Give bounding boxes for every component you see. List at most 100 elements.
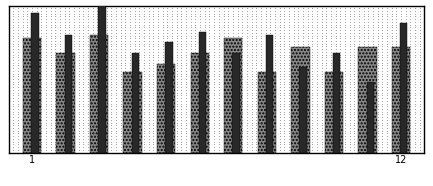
Point <box>374 86 381 89</box>
Point <box>285 105 292 108</box>
Point <box>187 124 194 127</box>
Point <box>337 7 344 10</box>
Point <box>360 45 367 48</box>
Point <box>178 94 185 97</box>
Point <box>262 129 269 132</box>
Point <box>379 132 386 135</box>
Point <box>309 64 316 67</box>
Point <box>136 37 143 40</box>
Point <box>342 56 349 59</box>
Point <box>38 110 45 113</box>
Point <box>253 121 260 124</box>
Point <box>24 97 31 100</box>
Point <box>369 45 376 48</box>
Point <box>33 15 40 18</box>
Point <box>61 42 68 45</box>
Point <box>257 91 264 94</box>
Point <box>313 67 320 70</box>
Point <box>126 97 133 100</box>
Point <box>33 86 40 89</box>
Point <box>183 94 190 97</box>
Point <box>351 39 358 42</box>
Point <box>173 12 180 15</box>
Point <box>19 146 26 149</box>
Point <box>285 37 292 40</box>
Point <box>131 140 138 143</box>
Point <box>323 37 330 40</box>
Point <box>169 89 176 92</box>
Point <box>99 148 106 151</box>
Point <box>19 12 26 15</box>
Point <box>281 75 288 78</box>
Point <box>332 129 339 132</box>
Point <box>117 4 124 7</box>
Point <box>61 48 68 51</box>
Point <box>80 94 87 97</box>
Point <box>290 64 297 67</box>
Point <box>122 102 129 105</box>
Point <box>388 9 395 12</box>
Point <box>126 99 133 102</box>
Point <box>393 61 400 64</box>
Point <box>136 124 143 127</box>
Point <box>29 137 36 140</box>
Point <box>215 45 222 48</box>
Point <box>243 80 250 83</box>
Point <box>243 69 250 72</box>
Point <box>24 59 31 62</box>
Point <box>57 102 64 105</box>
Point <box>327 126 334 129</box>
Point <box>225 124 232 127</box>
Point <box>313 29 320 32</box>
Point <box>304 143 311 146</box>
Point <box>84 110 91 113</box>
Point <box>145 59 152 62</box>
Point <box>84 143 91 146</box>
Point <box>374 64 381 67</box>
Point <box>253 86 260 89</box>
Point <box>355 99 362 102</box>
Point <box>94 18 101 21</box>
Point <box>397 18 404 21</box>
Point <box>122 91 129 94</box>
Point <box>342 48 349 51</box>
Point <box>369 97 376 100</box>
Point <box>374 4 381 7</box>
Point <box>80 15 87 18</box>
Point <box>248 94 255 97</box>
Point <box>136 45 143 48</box>
Point <box>290 91 297 94</box>
Point <box>5 91 12 94</box>
Point <box>108 146 115 149</box>
Point <box>276 34 283 37</box>
Point <box>379 86 386 89</box>
Point <box>103 89 110 92</box>
Point <box>89 99 96 102</box>
Point <box>421 20 428 23</box>
Point <box>295 29 302 32</box>
Point <box>89 75 96 78</box>
Point <box>300 135 307 138</box>
Point <box>360 20 367 23</box>
Point <box>47 34 54 37</box>
Point <box>113 121 120 124</box>
Point <box>155 56 162 59</box>
Point <box>38 64 45 67</box>
Point <box>374 67 381 70</box>
Point <box>234 94 241 97</box>
Point <box>225 121 232 124</box>
Point <box>281 26 288 29</box>
Bar <box>90 35 108 153</box>
Point <box>257 110 264 113</box>
Point <box>178 105 185 108</box>
Point <box>183 34 190 37</box>
Point <box>365 124 372 127</box>
Point <box>84 56 91 59</box>
Point <box>295 31 302 34</box>
Point <box>99 151 106 154</box>
Point <box>57 148 64 151</box>
Point <box>248 89 255 92</box>
Point <box>369 56 376 59</box>
Point <box>374 94 381 97</box>
Point <box>332 140 339 143</box>
